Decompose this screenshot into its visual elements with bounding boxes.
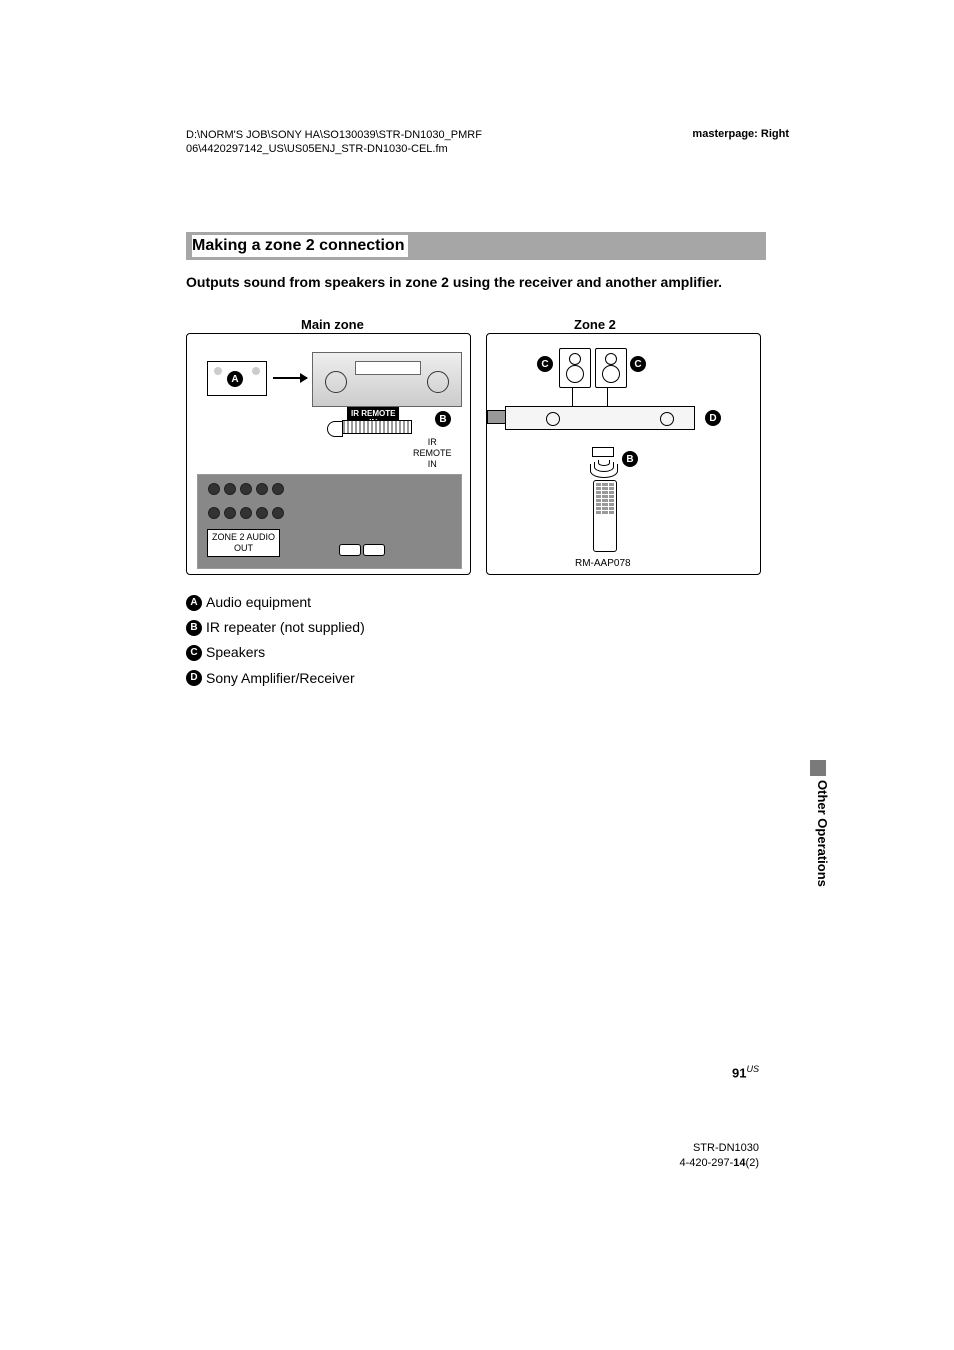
marker-d: D (705, 410, 721, 426)
legend-marker-a: A (186, 595, 202, 611)
main-zone-panel: A IR REMOTE IN B IR REMOTE IN ZONE 2 AUD… (186, 333, 471, 575)
page-number-value: 91 (732, 1065, 746, 1080)
section-subtitle: Outputs sound from speakers in zone 2 us… (186, 273, 756, 293)
marker-a: A (227, 371, 243, 387)
footer-docnum: 4-420-297-14(2) (679, 1156, 759, 1170)
legend: A Audio equipment B IR repeater (not sup… (186, 590, 365, 691)
connection-diagram: STR-DN1030 A IR REMOTE IN B IR REMOTE IN… (186, 333, 766, 581)
marker-b-2: B (622, 451, 638, 467)
footer-doc-bold: 14 (733, 1157, 745, 1169)
legend-marker-b: B (186, 620, 202, 636)
side-tab-marker (810, 760, 826, 776)
ir-repeater-icon (342, 420, 412, 434)
legend-text-a: Audio equipment (206, 590, 311, 615)
legend-marker-d: D (186, 670, 202, 686)
ir-waves-icon (587, 460, 621, 478)
section-heading-bar: Making a zone 2 connection (186, 232, 766, 260)
marker-c-2: C (630, 356, 646, 372)
footer: STR-DN1030 4-420-297-14(2) (679, 1141, 759, 1170)
speaker-icon (559, 348, 591, 388)
legend-text-c: Speakers (206, 640, 265, 665)
legend-item-c: C Speakers (186, 640, 365, 665)
marker-b-1: B (435, 411, 451, 427)
footer-model: STR-DN1030 (679, 1141, 759, 1155)
receiver-front-icon (312, 352, 462, 407)
legend-text-d: Sony Amplifier/Receiver (206, 666, 355, 691)
speaker-icon (595, 348, 627, 388)
ir-repeater-2-icon (592, 447, 614, 457)
marker-c-1: C (537, 356, 553, 372)
ir-remote-in-text: IR REMOTE IN (413, 437, 452, 469)
arrow-icon (273, 377, 307, 379)
footer-doc-suf: (2) (746, 1157, 759, 1169)
header-path: D:\NORM'S JOB\SONY HA\SO130039\STR-DN103… (186, 128, 482, 157)
receiver-display-icon (355, 361, 421, 375)
legend-item-a: A Audio equipment (186, 590, 365, 615)
header-path-line2: 06\4420297142_US\US05ENJ_STR-DN1030-CEL.… (186, 142, 482, 156)
legend-text-b: IR repeater (not supplied) (206, 615, 365, 640)
footer-doc-pre: 4-420-297- (679, 1157, 733, 1169)
amplifier-icon (505, 406, 695, 430)
header-path-line1: D:\NORM'S JOB\SONY HA\SO130039\STR-DN103… (186, 128, 482, 142)
header-masterpage: masterpage: Right (692, 128, 789, 140)
page-number: 91US (732, 1064, 759, 1080)
main-zone-label: Main zone (301, 317, 364, 332)
zone2-audio-out-label: ZONE 2 AUDIO OUT (207, 529, 280, 557)
legend-item-d: D Sony Amplifier/Receiver (186, 666, 365, 691)
remote-control-icon (593, 480, 617, 552)
legend-item-b: B IR repeater (not supplied) (186, 615, 365, 640)
side-tab-label: Other Operations (815, 780, 830, 887)
legend-marker-c: C (186, 645, 202, 661)
page-region: US (746, 1064, 759, 1074)
remote-model-label: RM-AAP078 (575, 558, 631, 569)
zone2-label: Zone 2 (574, 317, 616, 332)
zone2-panel: C C D B RM-AAP078 (486, 333, 761, 575)
section-title: Making a zone 2 connection (192, 235, 408, 257)
zone2-out-jacks-icon (338, 543, 386, 562)
